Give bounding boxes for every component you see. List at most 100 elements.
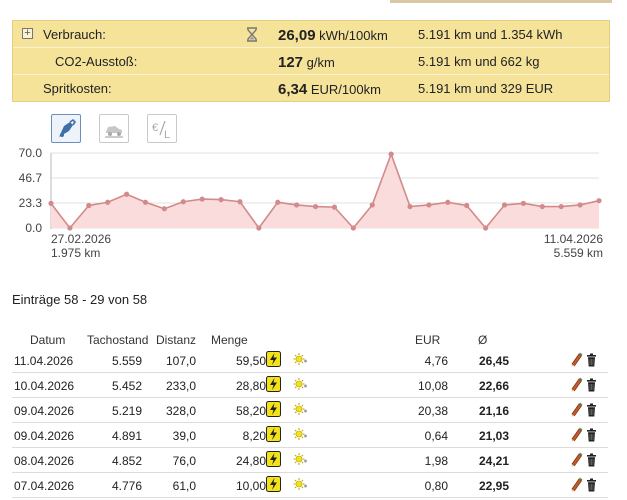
data-point: [558, 203, 564, 210]
cell-distance: 233,0: [165, 379, 196, 393]
winter-season-icon: [293, 378, 307, 390]
data-point: [237, 199, 243, 205]
data-point: [426, 202, 432, 208]
data-point: [67, 225, 73, 231]
column-header-quantity[interactable]: Menge: [211, 333, 248, 347]
summary-label: Verbrauch:: [43, 27, 106, 42]
cell-date: 10.04.2026: [14, 379, 75, 393]
y-tick-label: 0.0: [25, 221, 42, 235]
cell-odometer: 5.559: [111, 354, 142, 368]
entries-caption: Einträge 58 - 29 von 58: [12, 292, 148, 307]
summary-value: 127 g/km: [278, 54, 335, 71]
data-point: [256, 225, 262, 231]
series-line: [50, 151, 600, 230]
trash-icon[interactable]: [586, 453, 597, 467]
summary-row-cost: Spritkosten: 6,34 EUR/100km 5.191 km und…: [13, 75, 609, 102]
trash-icon[interactable]: [586, 378, 597, 392]
tab-price-chart[interactable]: € L: [147, 114, 177, 143]
cell-distance: 61,0: [172, 479, 196, 493]
summary-row-consumption: + Verbrauch: 26,09 kWh/100km 5.191 km un…: [13, 21, 609, 48]
cell-odometer: 4.891: [111, 429, 142, 443]
summary-detail: 5.191 km und 1.354 kWh: [418, 27, 563, 42]
data-point: [483, 225, 489, 231]
data-point: [105, 199, 111, 205]
edit-pencil-icon[interactable]: [569, 451, 583, 467]
data-point: [123, 191, 130, 197]
electric-charge-icon: [266, 426, 281, 442]
edit-pencil-icon[interactable]: [569, 351, 583, 367]
column-header-date[interactable]: Datum: [30, 333, 66, 347]
y-tick-label: 23.3: [19, 196, 43, 210]
data-point: [407, 203, 413, 210]
cell-average: 22,95: [478, 479, 509, 493]
tab-consumption-chart[interactable]: [51, 114, 81, 143]
edit-pencil-icon[interactable]: [569, 426, 583, 442]
y-tick-label: 70.0: [19, 146, 43, 160]
data-point: [464, 202, 470, 209]
trash-icon[interactable]: [586, 353, 597, 367]
x-axis-label: 5.559 km: [554, 246, 603, 260]
summary-detail: 5.191 km und 662 kg: [418, 54, 540, 69]
cell-eur: 0,80: [424, 479, 448, 493]
car-icon: [105, 126, 123, 138]
cell-quantity: 8,20: [242, 429, 266, 443]
electric-charge-icon: [266, 476, 281, 492]
data-point: [388, 151, 394, 157]
cell-average: 22,66: [478, 379, 509, 393]
winter-season-icon: [293, 453, 307, 465]
summary-detail: 5.191 km und 329 EUR: [418, 81, 554, 96]
table-row[interactable]: 09.04.2026 4.891 39,0 8,20 0,64 21,03: [12, 423, 608, 448]
table-row[interactable]: 10.04.2026 5.452 233,0 28,80 10,08 22,66: [12, 373, 608, 398]
table-row[interactable]: 09.04.2026 5.219 328,0 58,20 20,38 21,16: [12, 398, 608, 423]
data-point: [369, 202, 375, 208]
summary-row-co2: CO2-Ausstoß: 127 g/km 5.191 km und 662 k…: [13, 48, 609, 75]
electric-charge-icon: [266, 351, 281, 367]
winter-season-icon: [293, 478, 307, 490]
cell-average: 24,21: [478, 454, 509, 468]
data-point: [86, 202, 92, 209]
cell-date: 09.04.2026: [14, 404, 75, 418]
summary-box: + Verbrauch: 26,09 kWh/100km 5.191 km un…: [12, 20, 610, 102]
data-point: [199, 196, 205, 202]
cell-eur: 0,64: [424, 429, 448, 443]
table-row[interactable]: 11.04.2026 5.559 107,0 59,50 4,76 26,45: [12, 348, 608, 373]
column-header-distance[interactable]: Distanz: [156, 333, 197, 347]
summary-label: Spritkosten:: [43, 81, 112, 96]
cell-eur: 10,08: [417, 379, 448, 393]
cell-quantity: 59,50: [235, 354, 266, 368]
edit-pencil-icon[interactable]: [569, 376, 583, 392]
data-point: [161, 206, 167, 212]
table-row[interactable]: 08.04.2026 4.852 76,0 24,80 1,98 24,21: [12, 448, 608, 473]
svg-text:€: €: [152, 122, 158, 134]
expand-icon[interactable]: +: [22, 28, 33, 39]
cell-date: 08.04.2026: [14, 454, 75, 468]
edit-pencil-icon[interactable]: [569, 476, 583, 492]
cell-eur: 4,76: [424, 354, 448, 368]
data-point: [445, 199, 451, 205]
summary-value: 26,09 kWh/100km: [278, 27, 388, 44]
trash-icon[interactable]: [586, 403, 597, 417]
column-header-eur[interactable]: EUR: [415, 333, 441, 347]
data-point: [501, 202, 508, 208]
data-point: [520, 200, 527, 206]
trash-icon[interactable]: [586, 428, 597, 442]
data-point: [294, 202, 300, 208]
tab-distance-chart[interactable]: [99, 114, 129, 143]
column-header-odometer[interactable]: Tachostand: [87, 333, 149, 347]
column-header-average[interactable]: Ø: [478, 333, 488, 347]
edit-pencil-icon[interactable]: [569, 401, 583, 417]
cell-eur: 1,98: [424, 454, 448, 468]
winter-season-icon: [293, 353, 307, 365]
summary-label: CO2-Ausstoß:: [55, 54, 138, 69]
cell-odometer: 4.776: [111, 479, 142, 493]
cell-distance: 76,0: [172, 454, 196, 468]
cell-quantity: 58,20: [235, 404, 266, 418]
cell-eur: 20,38: [417, 404, 448, 418]
cell-average: 26,45: [478, 354, 509, 368]
winter-season-icon: [293, 428, 307, 440]
table-row[interactable]: 07.04.2026 4.776 61,0 10,00 0,80 22,95: [12, 473, 608, 498]
electric-charge-icon: [266, 451, 281, 467]
data-point: [180, 199, 186, 205]
trash-icon[interactable]: [586, 478, 597, 492]
cell-quantity: 28,80: [235, 379, 266, 393]
